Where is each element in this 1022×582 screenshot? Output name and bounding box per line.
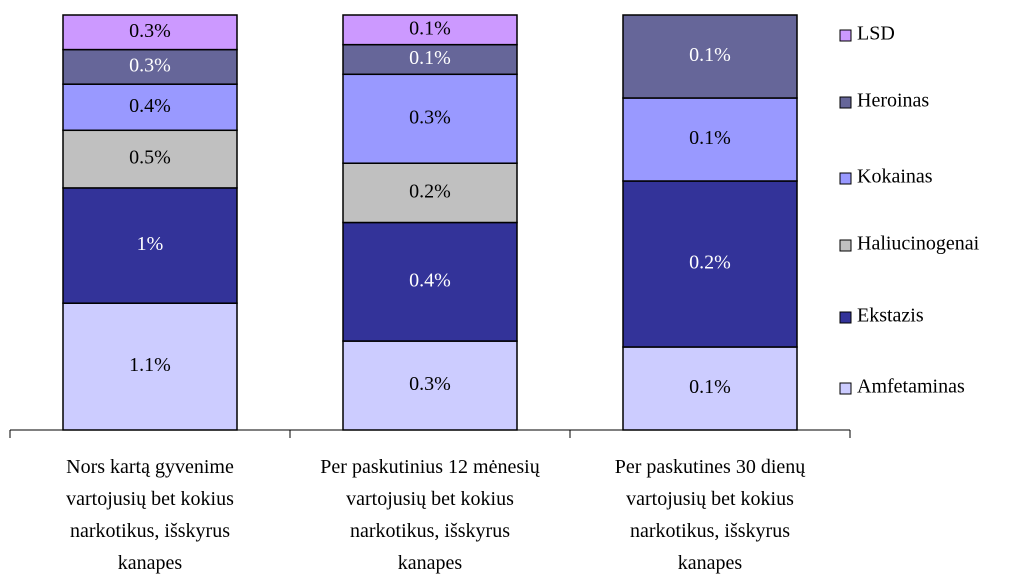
bar-segment	[342, 43, 518, 76]
bar-segment	[342, 221, 518, 342]
x-tick-label: Per paskutines 30 dienų vartojusių bet ko…	[615, 456, 807, 574]
legend-label: Amfetaminas	[857, 376, 965, 398]
bar-segment	[342, 73, 518, 164]
bar-segment	[62, 83, 238, 132]
data-label: 0.3%	[129, 54, 171, 76]
legend-swatch	[839, 29, 852, 42]
legend-label: Kokainas	[857, 166, 933, 188]
bar-segment	[622, 346, 798, 431]
legend-label: Heroinas	[857, 90, 929, 112]
bar-segment	[62, 48, 238, 85]
data-label: 0.1%	[409, 47, 451, 69]
x-tick-label: Per paskutinius 12 mėnesių vartojusių bet…	[320, 456, 540, 574]
legend-label: LSD	[857, 23, 895, 45]
legend-swatch	[839, 172, 852, 185]
data-label: 0.4%	[409, 269, 451, 291]
bar-segment	[62, 187, 238, 304]
bar-segment	[342, 162, 518, 224]
data-label: 0.2%	[689, 252, 731, 274]
bar-segment	[62, 302, 238, 431]
data-label: 1%	[137, 233, 164, 255]
x-tick-label: Nors kartą gyvenime vartojusių bet kokius…	[66, 456, 234, 574]
legend-label: Haliucinogenai	[857, 233, 980, 255]
data-label: 0.1%	[689, 376, 731, 398]
data-label: 0.1%	[689, 127, 731, 149]
data-label: 0.3%	[409, 373, 451, 395]
data-label: 0.4%	[129, 95, 171, 117]
legend-label: Ekstazis	[857, 305, 924, 327]
bar-segment	[622, 97, 798, 182]
data-label: 0.2%	[409, 180, 451, 202]
legend-swatch	[839, 382, 852, 395]
data-label: 0.1%	[689, 44, 731, 66]
data-label: 0.3%	[409, 106, 451, 128]
data-label: 1.1%	[129, 354, 171, 376]
data-label: 0.3%	[129, 20, 171, 42]
data-label: 0.1%	[409, 17, 451, 39]
bar-segment	[342, 14, 518, 46]
bar-segment	[622, 14, 798, 99]
legend-swatch	[839, 239, 852, 252]
legend-swatch	[839, 311, 852, 324]
data-label: 0.5%	[129, 147, 171, 169]
bar-segment	[62, 14, 238, 51]
legend-swatch	[839, 96, 852, 109]
